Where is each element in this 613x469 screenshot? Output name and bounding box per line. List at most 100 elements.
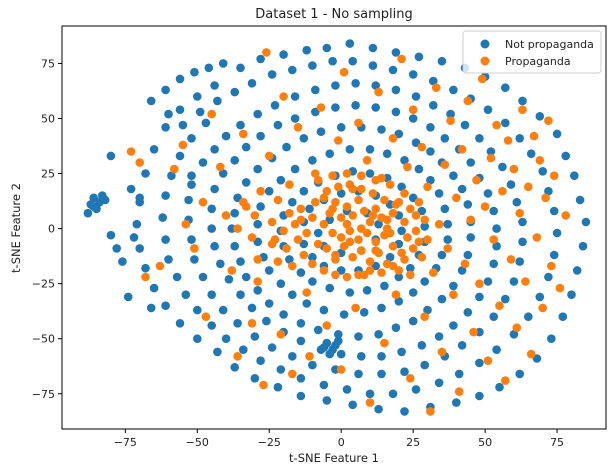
- data-point-not-propaganda-12: [123, 292, 133, 302]
- data-point-propaganda-127: [319, 219, 329, 229]
- data-point-not-propaganda-68: [135, 244, 144, 253]
- x-axis-ticks: −75 −50 −25 0 25 50 75: [114, 429, 564, 449]
- data-point-propaganda-106: [532, 233, 542, 242]
- data-point-not-propaganda-172: [250, 332, 260, 341]
- data-point-propaganda-38: [336, 365, 346, 374]
- data-point-propaganda-145: [308, 213, 317, 222]
- data-point-propaganda-34: [322, 321, 332, 330]
- data-point-not-propaganda-221: [224, 275, 234, 284]
- data-point-not-propaganda-167: [354, 369, 363, 379]
- data-point-propaganda-162: [299, 250, 309, 260]
- data-point-not-propaganda-18: [161, 85, 170, 95]
- data-point-not-propaganda-22: [218, 59, 228, 68]
- data-point-not-propaganda-258: [264, 299, 274, 308]
- data-point-not-propaganda-261: [236, 257, 245, 266]
- y-tick-label: −25: [32, 278, 55, 291]
- data-point-not-propaganda-55: [374, 404, 383, 414]
- data-point-not-propaganda-45: [567, 290, 576, 300]
- data-point-propaganda-169: [377, 268, 386, 277]
- data-point-not-propaganda-316: [325, 283, 335, 293]
- data-point-not-propaganda-114: [342, 385, 352, 394]
- data-point-propaganda-170: [406, 204, 415, 214]
- data-point-not-propaganda-108: [475, 358, 484, 368]
- y-tick-label: −75: [32, 388, 55, 401]
- data-point-propaganda-187: [423, 235, 432, 244]
- data-point-not-propaganda-146: [411, 92, 421, 101]
- data-point-not-propaganda-37: [535, 112, 545, 121]
- data-point-not-propaganda-223: [210, 241, 219, 251]
- data-point-propaganda-182: [371, 175, 381, 185]
- data-point-propaganda-53: [380, 338, 389, 348]
- data-point-not-propaganda-119: [239, 345, 248, 355]
- data-point-propaganda-91: [489, 235, 499, 244]
- data-point-propaganda-174: [285, 208, 294, 218]
- data-point-not-propaganda-84: [288, 65, 297, 75]
- data-point-not-propaganda-90: [408, 70, 418, 79]
- data-point-not-propaganda-213: [357, 352, 366, 361]
- data-point-not-propaganda-126: [161, 235, 170, 244]
- data-point-propaganda-107: [535, 156, 545, 165]
- data-point-propaganda-11: [216, 162, 225, 172]
- data-point-not-propaganda-116: [296, 374, 306, 383]
- data-point-not-propaganda-245: [463, 250, 473, 260]
- data-point-propaganda-183: [385, 180, 395, 189]
- data-point-not-propaganda-206: [475, 292, 484, 302]
- data-point-not-propaganda-278: [440, 204, 450, 214]
- data-point-propaganda-56: [388, 134, 398, 143]
- data-point-propaganda-99: [512, 323, 522, 333]
- data-point-not-propaganda-248: [437, 294, 447, 304]
- data-point-not-propaganda-175: [207, 290, 216, 300]
- data-point-propaganda-159: [296, 204, 306, 214]
- data-point-not-propaganda-275: [414, 164, 424, 174]
- data-point-not-propaganda-147: [429, 101, 438, 110]
- data-point-propaganda-114: [561, 211, 570, 220]
- data-point-not-propaganda-30: [391, 48, 401, 57]
- data-point-not-propaganda-15: [129, 233, 139, 242]
- data-point-not-propaganda-352: [331, 341, 340, 350]
- data-point-not-propaganda-308: [420, 222, 430, 231]
- data-point-not-propaganda-323: [305, 204, 314, 214]
- data-point-not-propaganda-103: [544, 272, 553, 282]
- y-tick-label: 25: [41, 168, 55, 181]
- data-point-not-propaganda-121: [207, 321, 216, 330]
- data-point-not-propaganda-11: [118, 257, 127, 266]
- data-point-propaganda-124: [377, 213, 386, 222]
- data-point-propaganda-75: [443, 244, 453, 253]
- data-point-propaganda-199: [233, 224, 242, 233]
- data-point-not-propaganda-38: [552, 129, 562, 139]
- x-tick-label: 25: [406, 436, 420, 449]
- legend-label-propaganda: Propaganda: [505, 55, 571, 68]
- data-point-not-propaganda-186: [256, 131, 265, 141]
- data-point-not-propaganda-64: [175, 319, 185, 328]
- data-point-propaganda-129: [336, 233, 346, 242]
- data-point-propaganda-131: [354, 235, 363, 244]
- data-point-not-propaganda-135: [210, 145, 219, 154]
- data-point-not-propaganda-254: [334, 330, 343, 339]
- data-point-not-propaganda-276: [426, 175, 435, 185]
- data-point-not-propaganda-232: [316, 127, 326, 136]
- data-point-not-propaganda-59: [273, 382, 283, 392]
- data-point-propaganda-94: [498, 186, 507, 196]
- data-point-propaganda-89: [483, 356, 493, 366]
- data-point-not-propaganda-244: [466, 233, 476, 242]
- data-point-not-propaganda-181: [187, 180, 196, 189]
- data-point-propaganda-88: [480, 202, 490, 211]
- data-point-not-propaganda-58: [296, 391, 306, 401]
- data-point-not-propaganda-46: [558, 312, 568, 322]
- data-point-propaganda-24: [279, 92, 288, 101]
- data-point-not-propaganda-174: [218, 305, 228, 315]
- data-point-propaganda-195: [250, 211, 260, 220]
- data-point-not-propaganda-137: [236, 120, 245, 130]
- data-point-propaganda-153: [380, 195, 389, 205]
- data-point-not-propaganda-330: [397, 226, 406, 236]
- data-point-not-propaganda-312: [394, 272, 404, 282]
- data-point-propaganda-82: [463, 96, 473, 106]
- data-point-propaganda-79: [454, 387, 464, 396]
- data-point-propaganda-149: [334, 182, 343, 192]
- data-point-not-propaganda-253: [354, 332, 363, 341]
- data-point-propaganda-12: [221, 211, 231, 220]
- data-point-not-propaganda-72: [149, 145, 159, 154]
- data-point-propaganda-191: [267, 217, 277, 227]
- data-point-propaganda-138: [331, 250, 340, 260]
